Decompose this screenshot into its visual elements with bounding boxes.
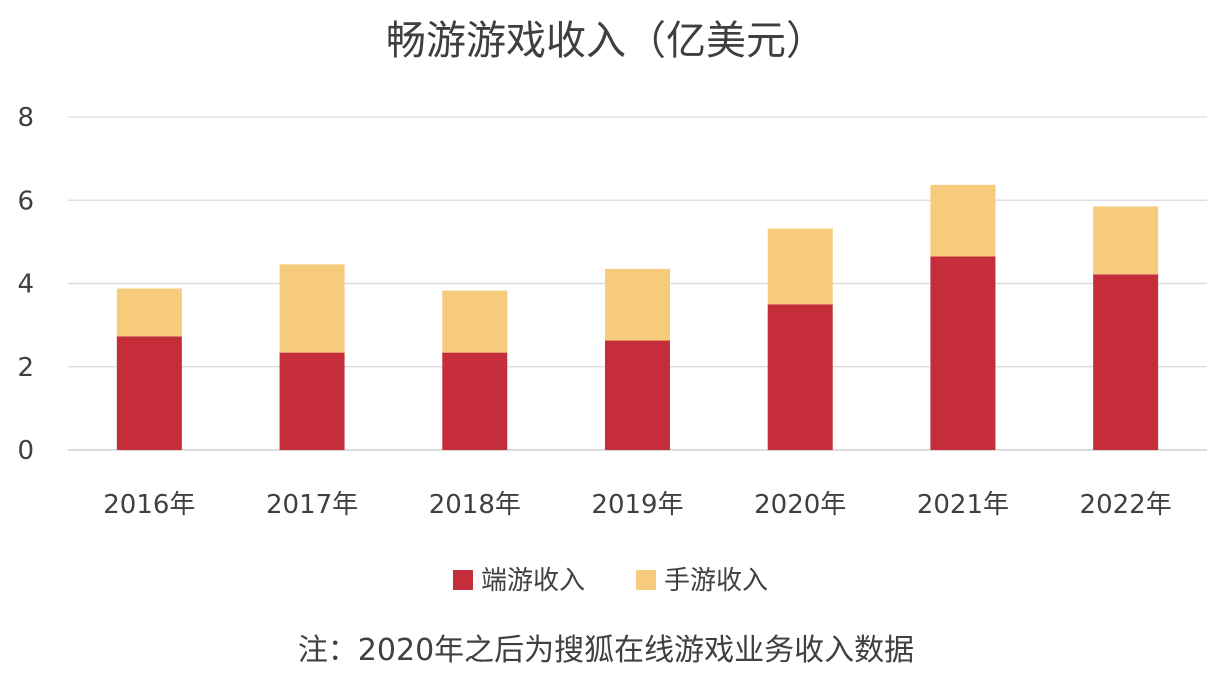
y-axis-ticks: 0 2 4 6 8 bbox=[17, 103, 34, 466]
bar-mobile-2017年 bbox=[279, 264, 345, 353]
bars bbox=[116, 184, 1159, 450]
y-tick-label: 6 bbox=[17, 186, 34, 216]
x-tick-label: 2019年 bbox=[591, 490, 683, 520]
x-tick-label: 2017年 bbox=[266, 490, 358, 520]
x-tick-label: 2018年 bbox=[429, 490, 521, 520]
bar-pc-2018年 bbox=[442, 352, 508, 450]
legend-label-pc-games: 端游收入 bbox=[481, 566, 585, 596]
bar-mobile-2022年 bbox=[1093, 206, 1159, 275]
bar-mobile-2018年 bbox=[442, 290, 508, 353]
x-tick-label: 2022年 bbox=[1080, 490, 1172, 520]
x-tick-label: 2021年 bbox=[917, 490, 1009, 520]
bar-mobile-2016年 bbox=[116, 288, 182, 337]
chart-note: 注：2020年之后为搜狐在线游戏业务收入数据 bbox=[298, 633, 914, 668]
bar-pc-2021年 bbox=[930, 256, 996, 450]
bar-pc-2016年 bbox=[116, 336, 182, 450]
legend-label-mobile-games: 手游收入 bbox=[664, 566, 768, 596]
bar-pc-2022年 bbox=[1093, 274, 1159, 450]
y-tick-label: 4 bbox=[17, 270, 34, 300]
y-tick-label: 8 bbox=[17, 103, 34, 133]
y-tick-label: 0 bbox=[17, 436, 34, 466]
legend-swatch-pc-games bbox=[453, 570, 473, 590]
bar-pc-2017年 bbox=[279, 352, 345, 450]
legend: 端游收入 手游收入 bbox=[453, 566, 768, 596]
x-axis-ticks: 2016年 2017年 2018年 2019年 2020年 2021年 2022年 bbox=[103, 490, 1171, 520]
bar-pc-2020年 bbox=[767, 304, 833, 450]
chart-title: 畅游游戏收入（亿美元） bbox=[386, 18, 826, 64]
legend-swatch-mobile-games bbox=[636, 570, 656, 590]
bar-pc-2019年 bbox=[605, 340, 670, 450]
bar-mobile-2019年 bbox=[605, 268, 670, 341]
bar-mobile-2020年 bbox=[767, 228, 833, 305]
x-tick-label: 2020年 bbox=[754, 490, 846, 520]
x-tick-label: 2016年 bbox=[103, 490, 195, 520]
bar-mobile-2021年 bbox=[930, 184, 996, 257]
y-tick-label: 2 bbox=[17, 353, 34, 383]
